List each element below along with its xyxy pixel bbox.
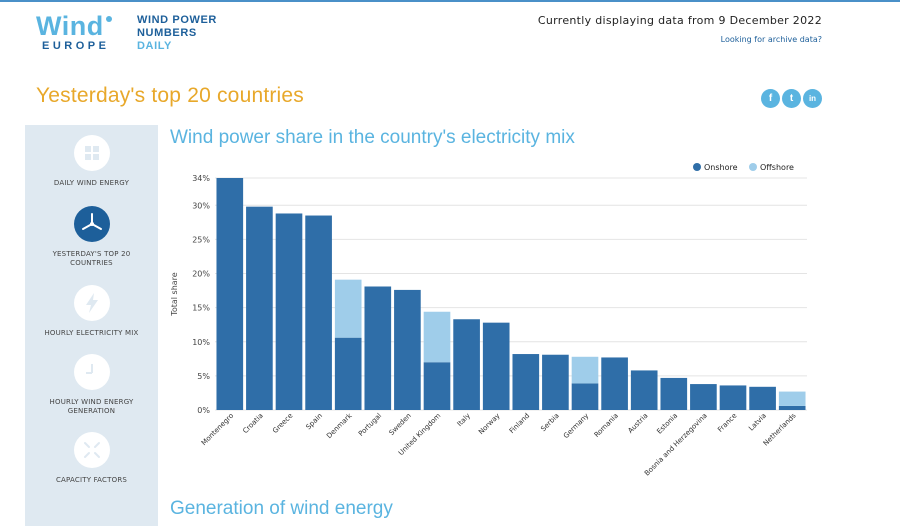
bar-onshore bbox=[719, 385, 747, 410]
twitter-icon[interactable]: t bbox=[782, 89, 801, 108]
sidebar: DAILY WIND ENERGY YESTERDAY'S TOP 20 COU… bbox=[25, 125, 158, 526]
y-tick-label: 0% bbox=[197, 406, 210, 415]
logo-dot bbox=[105, 16, 112, 22]
x-tick-label: Bosnia and Herzegovina bbox=[643, 412, 709, 478]
x-tick-label: Croatia bbox=[241, 412, 264, 435]
brand-line-2: NUMBERS bbox=[137, 27, 197, 39]
x-tick-label: Portugal bbox=[357, 412, 383, 438]
lightning-icon bbox=[73, 285, 110, 321]
bar-onshore bbox=[660, 377, 688, 410]
brand-title: WIND POWER NUMBERS DAILY bbox=[137, 14, 217, 53]
bar-offshore bbox=[423, 311, 451, 363]
logo-wind-text: Wind bbox=[36, 11, 104, 41]
sidebar-item-label: YESTERDAY'S TOP 20 COUNTRIES bbox=[52, 250, 131, 267]
arrows-icon bbox=[73, 432, 110, 468]
x-tick-label: Spain bbox=[305, 412, 324, 431]
sidebar-item-label: HOURLY ELECTRICITY MIX bbox=[44, 329, 139, 337]
y-tick-label: 34% bbox=[192, 174, 210, 183]
y-axis-label: Total share bbox=[170, 272, 179, 316]
windeurope-logo[interactable]: Wind EUROPE bbox=[36, 12, 112, 52]
y-tick-label: 15% bbox=[192, 304, 210, 313]
sidebar-item-top-20-countries[interactable]: YESTERDAY'S TOP 20 COUNTRIES bbox=[25, 206, 158, 268]
wind-share-bar-chart: 0% 5% 10% 15% 20% 25% 30% 34% Total share Onshore… bbox=[170, 163, 807, 478]
x-tick-label: Romania bbox=[593, 412, 620, 439]
sidebar-item-hourly-electricity-mix[interactable]: HOURLY ELECTRICITY MIX bbox=[25, 285, 158, 338]
bar-onshore bbox=[305, 215, 332, 410]
top-border bbox=[0, 0, 900, 2]
bar-onshore bbox=[334, 337, 362, 410]
sidebar-item-label: HOURLY WIND ENERGY GENERATION bbox=[49, 398, 134, 415]
sidebar-item-hourly-wind-generation[interactable]: HOURLY WIND ENERGY GENERATION bbox=[25, 354, 158, 416]
bar-onshore bbox=[512, 354, 540, 410]
bar-onshore bbox=[571, 383, 599, 410]
bar-onshore bbox=[690, 384, 717, 410]
sidebar-item-label: CAPACITY FACTORS bbox=[55, 476, 128, 484]
bar-onshore bbox=[246, 206, 273, 410]
bar-offshore bbox=[571, 356, 599, 384]
archive-data-link[interactable]: Looking for archive data? bbox=[720, 35, 822, 44]
bar-onshore bbox=[749, 386, 776, 410]
x-tick-label: Italy bbox=[456, 412, 472, 428]
x-tick-label: Greece bbox=[271, 412, 294, 435]
x-tick-label: Serbia bbox=[539, 412, 560, 433]
x-tick-label: Montenegro bbox=[200, 412, 235, 447]
brand-line-1: WIND POWER bbox=[137, 14, 217, 26]
x-tick-label: France bbox=[716, 412, 738, 434]
linkedin-icon[interactable]: in bbox=[803, 89, 822, 108]
bar-onshore bbox=[778, 405, 806, 410]
x-tick-label: Sweden bbox=[388, 412, 413, 437]
bar-onshore bbox=[482, 322, 510, 410]
y-tick-label: 10% bbox=[192, 338, 210, 347]
y-tick-label: 5% bbox=[197, 372, 210, 381]
x-tick-label: Norway bbox=[477, 412, 501, 436]
legend-marker-offshore bbox=[749, 163, 757, 171]
bar-onshore bbox=[216, 178, 244, 410]
x-tick-label: Finland bbox=[508, 412, 531, 435]
bar-onshore bbox=[453, 319, 480, 410]
brand-line-3: DAILY bbox=[137, 40, 172, 52]
grid-icon bbox=[73, 135, 110, 171]
x-tick-label: Denmark bbox=[325, 411, 354, 440]
bar-onshore bbox=[275, 213, 303, 410]
x-tick-label: Estonia bbox=[655, 412, 679, 436]
bar-onshore bbox=[364, 286, 392, 410]
sidebar-item-capacity-factors[interactable]: CAPACITY FACTORS bbox=[25, 432, 158, 485]
generation-section-title: Generation of wind energy bbox=[170, 498, 393, 519]
x-tick-label: Germany bbox=[562, 412, 590, 440]
bar-onshore bbox=[542, 354, 569, 410]
y-tick-label: 20% bbox=[192, 270, 210, 279]
page-title: Yesterday's top 20 countries bbox=[36, 84, 304, 107]
clock-icon bbox=[73, 354, 110, 390]
bar-onshore bbox=[394, 289, 421, 410]
y-tick-label: 25% bbox=[192, 235, 210, 244]
bar-onshore bbox=[630, 370, 658, 410]
turbine-icon bbox=[73, 206, 110, 242]
logo-europe-text: EUROPE bbox=[42, 40, 110, 52]
legend-marker-onshore bbox=[693, 163, 701, 171]
bar-onshore bbox=[601, 357, 628, 410]
facebook-icon[interactable]: f bbox=[761, 89, 780, 108]
bar-onshore bbox=[423, 362, 451, 410]
chart-title: Wind power share in the country's electr… bbox=[170, 127, 575, 148]
legend-label-offshore: Offshore bbox=[760, 163, 794, 172]
sidebar-item-daily-wind-energy[interactable]: DAILY WIND ENERGY bbox=[25, 135, 158, 188]
legend-label-onshore: Onshore bbox=[704, 163, 738, 172]
bar-offshore bbox=[778, 391, 806, 406]
bar-offshore bbox=[334, 279, 362, 338]
x-tick-label: Latvia bbox=[747, 412, 768, 433]
x-tick-label: Austria bbox=[626, 412, 649, 435]
y-tick-label: 30% bbox=[192, 201, 210, 210]
displaying-date-text: Currently displaying data from 9 Decembe… bbox=[537, 14, 822, 27]
sidebar-item-label: DAILY WIND ENERGY bbox=[53, 179, 130, 187]
